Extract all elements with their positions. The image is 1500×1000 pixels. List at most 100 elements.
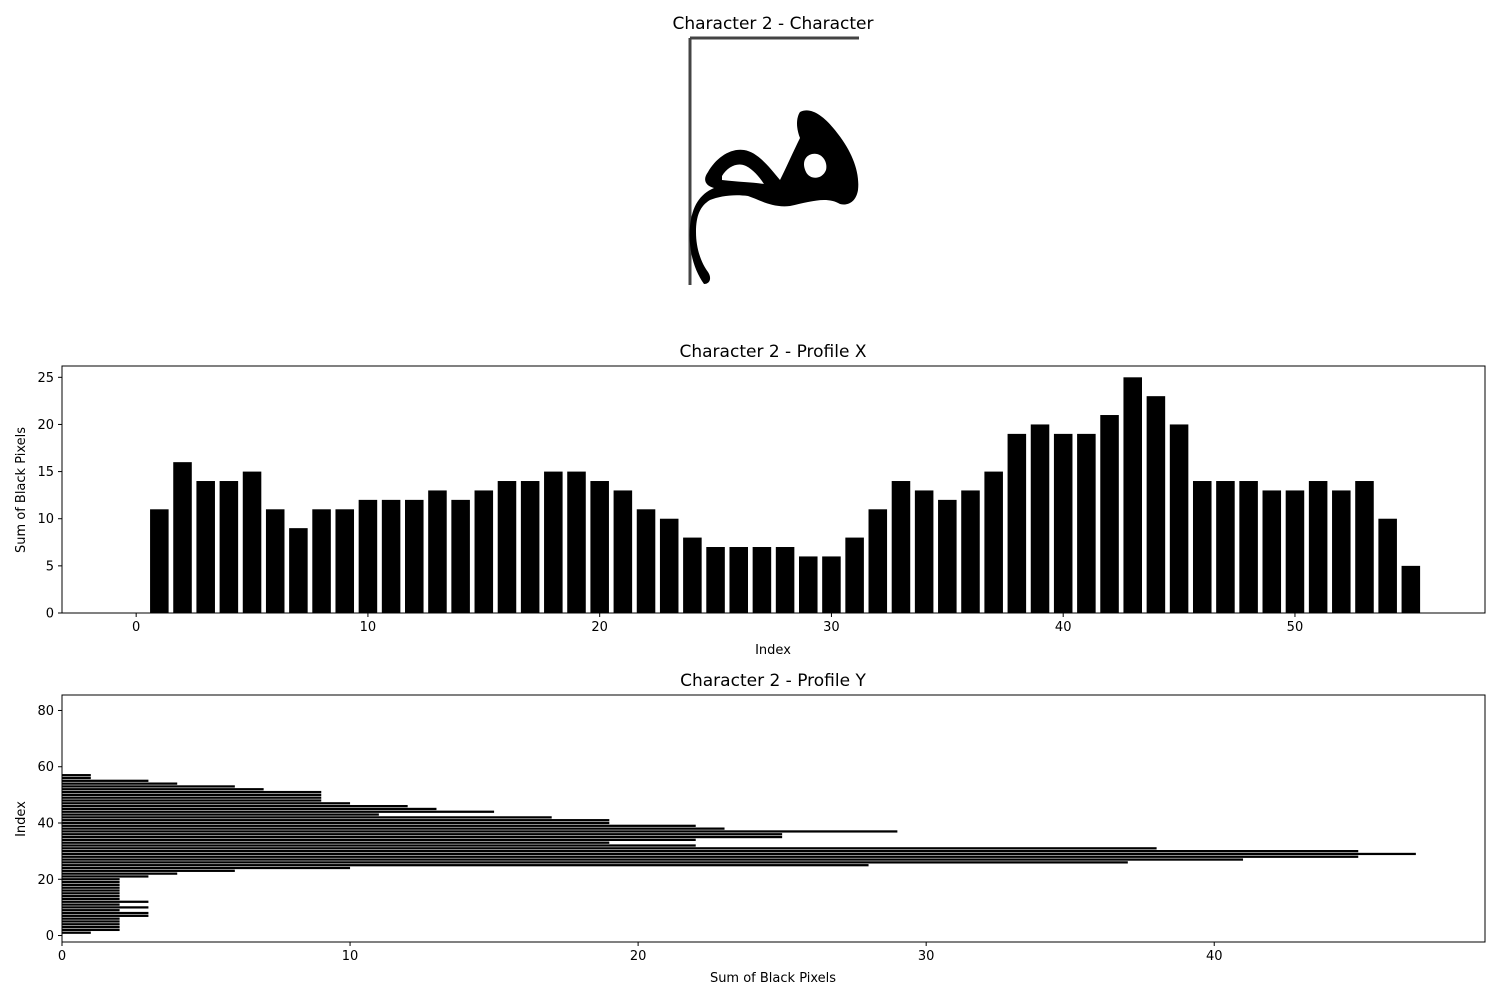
profile-x-y-axis-label: Sum of Black Pixels (14, 427, 29, 553)
profile-y-plot-frame (61, 694, 1486, 943)
profile-x-bar (1053, 433, 1073, 613)
profile-y-bar (62, 928, 120, 932)
profile-y-bar (62, 847, 1157, 850)
profile-y-bar (62, 790, 322, 794)
profile-x-y-tick-label: 5 (46, 559, 54, 574)
profile-x-x-tick-label: 30 (823, 620, 840, 635)
profile-x-bar (1007, 433, 1027, 613)
profile-y-bar (62, 917, 120, 920)
profile-x-bar (358, 499, 378, 613)
profile-x-bar (706, 547, 725, 613)
profile-y-y-tick-label: 0 (46, 929, 54, 944)
profile-y-bar (62, 920, 120, 923)
profile-y-bar (62, 906, 149, 909)
profile-y-bar (62, 900, 149, 903)
profile-x-bar (1262, 490, 1282, 613)
profile-y-bar (62, 819, 610, 822)
glyph-body (689, 110, 859, 284)
profile-x-bar (1216, 481, 1235, 613)
profile-y-bar (62, 810, 495, 813)
profile-x-plot-frame (61, 365, 1486, 614)
chart-title-profile-y: Character 2 - Profile Y (680, 671, 866, 691)
profile-x-x-tick-label: 10 (360, 620, 377, 635)
profile-x-bar (914, 490, 934, 613)
profile-y-bar (62, 869, 235, 872)
profile-y-bar (62, 852, 1416, 856)
profile-x-bar (567, 471, 586, 613)
profile-y-bar (62, 841, 610, 844)
profile-x-y-tick-label: 15 (37, 465, 54, 480)
profile-y-bar (62, 931, 91, 934)
profile-x-bar (289, 528, 308, 613)
profile-y-bar (62, 827, 725, 830)
profile-y-bar (62, 866, 351, 870)
profile-y-chart: Character 2 - Profile Y 0 10 20 30 40 0 20 40 6… (14, 671, 1486, 986)
profile-y-bar (62, 804, 408, 808)
profile-y-bar (62, 788, 264, 791)
profile-y-bar (62, 914, 149, 917)
profile-x-y-ticks: 0 5 10 15 20 25 (37, 371, 62, 622)
profile-y-x-tick-label: 20 (630, 949, 647, 964)
profile-y-bar (62, 895, 120, 898)
profile-x-x-tick-label: 50 (1287, 620, 1304, 635)
profile-x-bar (729, 547, 749, 613)
profile-y-bar (62, 909, 120, 912)
profile-y-bar (62, 802, 351, 805)
profile-x-chart: Character 2 - Profile X 0 10 20 30 40 50 0 5 10… (14, 342, 1486, 658)
character-image (688, 36, 859, 285)
profile-x-bar (196, 481, 215, 613)
profile-y-x-ticks: 0 10 20 30 40 (58, 942, 1223, 964)
profile-x-bar (219, 481, 239, 613)
profile-x-bar (1308, 481, 1328, 613)
profile-x-bar (312, 509, 331, 613)
profile-x-bar (938, 499, 957, 613)
profile-x-bar (822, 556, 841, 613)
profile-y-bar (62, 897, 120, 901)
profile-y-bar (62, 889, 120, 892)
profile-x-bar (775, 547, 795, 613)
profile-y-bar (62, 813, 379, 816)
profile-y-bar (62, 807, 437, 811)
profile-x-bar (1100, 415, 1119, 613)
profile-x-bar (1146, 396, 1166, 613)
profile-y-y-tick-label: 60 (37, 760, 54, 775)
profile-x-bar (613, 490, 633, 613)
chart-title-character: Character 2 - Character (672, 14, 873, 34)
profile-x-bar (150, 509, 169, 613)
profile-y-bar (62, 855, 1359, 858)
profile-x-x-tick-label: 0 (132, 620, 140, 635)
profile-x-y-tick-label: 0 (46, 607, 54, 622)
profile-y-bar (62, 838, 696, 842)
profile-x-bar (590, 481, 609, 613)
profile-x-bar (868, 509, 888, 613)
profile-y-bar (62, 799, 322, 802)
profile-x-y-tick-label: 25 (37, 371, 54, 386)
profile-y-bar (62, 816, 552, 819)
profile-y-x-tick-label: 10 (342, 949, 359, 964)
profile-y-bar (62, 776, 91, 780)
profile-y-bar (62, 861, 1128, 864)
profile-x-bar (173, 462, 192, 613)
profile-y-bar (62, 830, 898, 833)
profile-y-bar (62, 875, 149, 878)
profile-y-bar (62, 911, 149, 915)
profile-x-bar (335, 509, 355, 613)
profile-y-bar (62, 821, 610, 825)
profile-x-bar (265, 509, 285, 613)
profile-x-bar (1285, 490, 1305, 613)
profile-x-bars (150, 377, 1421, 613)
profile-x-bar (497, 481, 517, 613)
profile-x-bar (752, 547, 772, 613)
profile-x-bar (1192, 481, 1212, 613)
profile-y-bar (62, 878, 120, 881)
profile-y-x-axis-label: Sum of Black Pixels (710, 971, 836, 986)
profile-y-bar (62, 782, 178, 785)
profile-y-bar (62, 903, 120, 906)
profile-y-bar (62, 844, 696, 847)
chart-title-profile-x: Character 2 - Profile X (680, 342, 867, 362)
profile-x-bar (659, 518, 679, 613)
profile-x-bar (1123, 377, 1142, 613)
profile-x-bar (428, 490, 447, 613)
profile-y-x-tick-label: 40 (1206, 949, 1223, 964)
glyph-counter (804, 153, 827, 178)
